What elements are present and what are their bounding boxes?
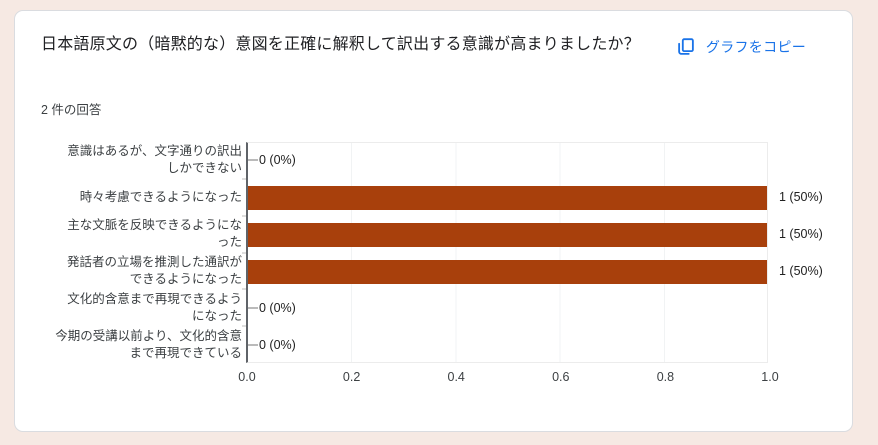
axis-tick [242,288,246,290]
axis-tick [242,178,246,180]
x-axis-tick-label: 0.2 [342,370,361,384]
zero-value-stem [248,307,258,309]
zero-value-stem [248,344,258,346]
axis-tick [242,215,246,217]
axis-tick [242,252,246,253]
value-label: 0 (0%) [259,300,296,315]
bar-chart: 意識はあるが、文字通りの訳出 しかできない 0 (0%) 時々考慮できるようになった… [15,142,852,402]
category-label: 発話者の立場を推測した通訳が できるようになった [66,254,242,286]
category-label: 時々考慮できるようになった [79,189,242,204]
x-axis-tick-label: 0.4 [447,370,465,384]
value-label: 0 (0%) [259,153,296,168]
copy-icon [675,36,697,58]
value-label: 1 (50%) [779,190,823,205]
bar [248,259,767,284]
zero-value-stem [248,159,258,161]
value-label: 1 (50%) [779,263,823,278]
copy-button-label: グラフをコピー [705,39,806,55]
x-axis-tick-label: 0.8 [656,370,675,384]
value-label: 0 (0%) [259,337,296,352]
value-label: 1 (50%) [779,227,823,242]
bar [248,223,767,248]
x-axis-tick-label: 1.0 [761,370,779,384]
x-axis-tick-label: 0.6 [552,370,570,384]
bar [248,186,767,211]
category-label: 主な文脈を反映できるようにな った [67,218,242,250]
response-count: 2 件の回答 [41,103,102,117]
question-title: 日本語原文の（暗黙的な）意図を正確に解釈して訳出する意識が高まりましたか？ [41,36,640,53]
category-label: 今期の受講以前より、文化的含意 まで再現できている [55,328,242,360]
category-label: 意識はあるが、文字通りの訳出 しかできない [67,144,242,176]
x-axis-tick-label: 0.0 [238,370,256,384]
axis-tick [242,325,246,327]
plot-area [246,142,768,363]
category-label: 文化的含意まで再現できるよう になった [67,291,242,323]
chart-card: 日本語原文の（暗黙的な）意図を正確に解釈して訳出する意識が高まりましたか？ グラ… [14,10,853,432]
copy-chart-button[interactable]: グラフをコピー [675,36,806,58]
